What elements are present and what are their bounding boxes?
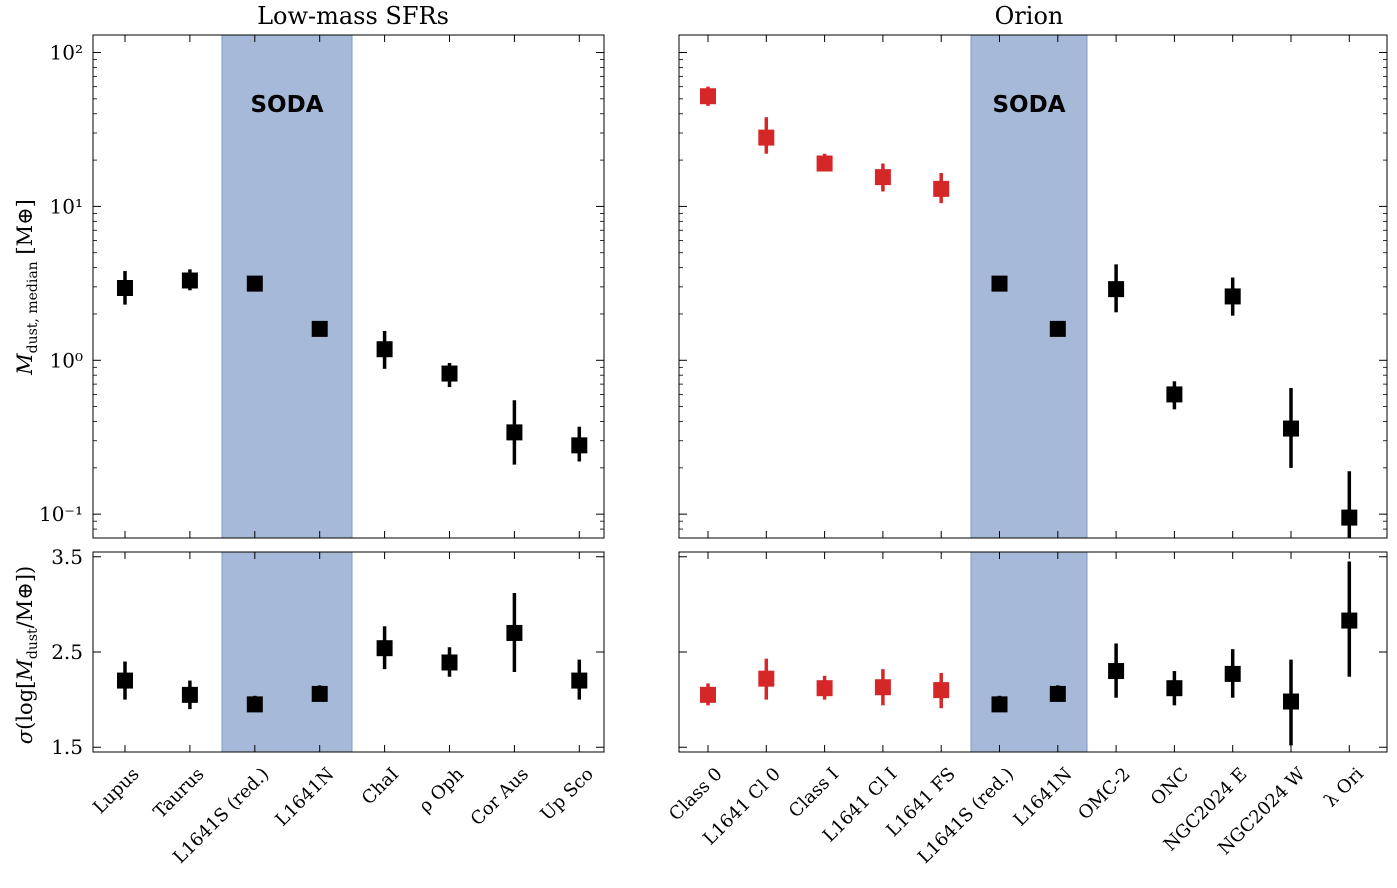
data-point-right-top-3 (874, 169, 891, 186)
data-point-left-top-0 (117, 279, 133, 296)
data-point-left-bottom-7 (571, 672, 588, 689)
data-point-right-top-9 (1224, 288, 1241, 305)
data-point-right-bottom-8 (1166, 680, 1183, 697)
data-point-right-top-6 (1049, 320, 1066, 337)
soda-band-right-bottom (970, 551, 1088, 753)
x-tick-label-left-bottom-4: ChaI (358, 764, 403, 809)
x-tick-label-left-bottom-1: Taurus (150, 764, 209, 823)
data-point-right-bottom-4 (933, 682, 950, 699)
data-point-left-top-7 (571, 437, 588, 454)
data-point-left-bottom-5 (441, 654, 458, 671)
data-point-right-top-8 (1166, 386, 1183, 403)
y-tick-label-left-bottom-1: 2.5 (51, 640, 83, 664)
x-tick-label-left-bottom-7: Up Sco (537, 764, 598, 825)
data-point-right-top-11 (1341, 509, 1358, 526)
y-tick-label-left-top-3: 10² (50, 41, 83, 65)
data-point-right-bottom-10 (1283, 693, 1299, 710)
x-tick-label-left-bottom-5: ρ Oph (415, 763, 468, 816)
data-point-right-top-2 (816, 155, 833, 172)
data-point-left-bottom-2 (246, 696, 263, 713)
data-point-right-bottom-3 (874, 679, 891, 696)
data-point-right-top-7 (1108, 281, 1125, 298)
data-point-right-top-0 (700, 88, 716, 105)
data-point-left-bottom-3 (311, 685, 328, 702)
soda-label-right-top: SODA (992, 92, 1065, 118)
data-point-left-top-2 (246, 275, 263, 292)
data-point-right-bottom-5 (991, 696, 1008, 713)
soda-band-left-top (221, 34, 353, 539)
data-point-right-top-5 (991, 275, 1008, 292)
right-panel-title: Orion (995, 2, 1064, 30)
data-point-left-top-6 (506, 424, 523, 441)
y-tick-label-left-bottom-2: 3.5 (51, 545, 83, 569)
x-tick-label-left-bottom-6: Cor Aus (467, 764, 533, 830)
soda-band-left-bottom (221, 551, 353, 753)
data-point-left-bottom-6 (506, 624, 523, 641)
data-point-left-bottom-0 (117, 672, 133, 689)
x-tick-label-right-bottom-8: ONC (1147, 764, 1193, 810)
x-tick-label-left-bottom-3: L1641N (271, 764, 338, 831)
data-point-right-bottom-2 (816, 680, 833, 697)
x-tick-label-right-bottom-2: Class I (785, 764, 843, 822)
data-point-right-bottom-7 (1108, 663, 1125, 680)
y-tick-label-left-top-1: 10⁰ (50, 348, 83, 372)
left-panel-title: Low-mass SFRs (257, 2, 449, 30)
soda-label-left-top: SODA (250, 92, 323, 118)
data-point-left-bottom-4 (376, 640, 393, 657)
data-point-right-bottom-9 (1224, 665, 1241, 682)
x-tick-label-right-bottom-11: λ Ori (1320, 764, 1368, 812)
data-point-left-top-5 (441, 365, 458, 382)
data-point-right-top-4 (933, 180, 950, 197)
data-point-right-bottom-1 (758, 670, 775, 687)
data-point-right-top-1 (758, 129, 775, 146)
data-point-left-top-1 (181, 272, 198, 289)
data-point-left-bottom-1 (181, 686, 198, 703)
y-tick-label-left-top-0: 10⁻¹ (39, 502, 83, 526)
x-tick-label-right-bottom-6: L1641N (1010, 764, 1077, 831)
bottom-y-axis-label: σ(log[Mdust/M⊕]) (13, 566, 41, 744)
y-tick-label-left-top-2: 10¹ (50, 194, 83, 218)
soda-band-right-top (970, 34, 1088, 539)
data-point-left-top-4 (376, 341, 393, 358)
data-point-right-top-10 (1283, 420, 1299, 437)
x-tick-label-right-bottom-7: OMC-2 (1074, 764, 1134, 824)
data-point-right-bottom-6 (1049, 685, 1066, 702)
shade-layer (221, 34, 1088, 753)
data-point-right-bottom-11 (1341, 612, 1358, 629)
data-point-left-top-3 (311, 320, 328, 337)
marks-layer (117, 86, 1358, 746)
data-point-right-bottom-0 (700, 686, 716, 703)
y-tick-label-left-bottom-0: 1.5 (51, 735, 83, 759)
top-y-axis-label: Mdust, median [M⊕] (13, 199, 41, 376)
x-tick-label-left-bottom-0: Lupus (89, 764, 143, 818)
